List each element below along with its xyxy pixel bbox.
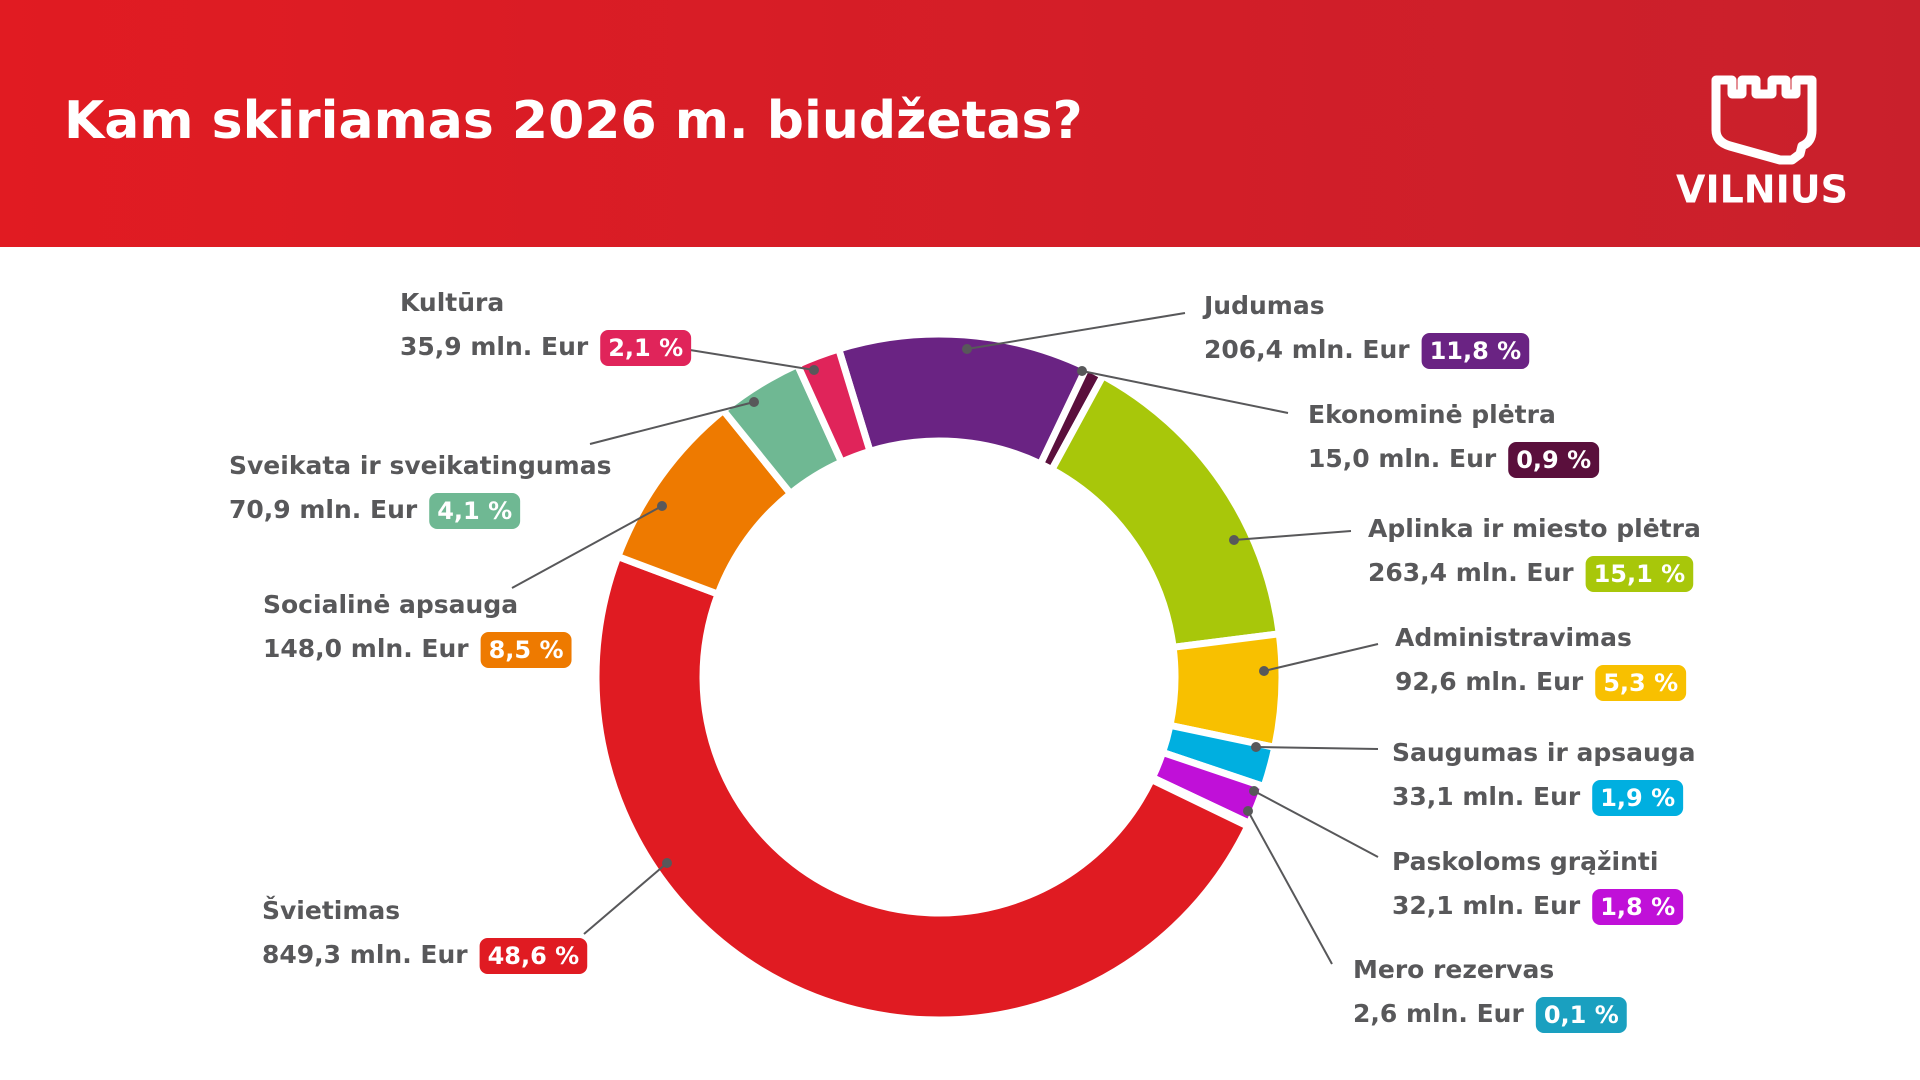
category-label: Administravimas	[1395, 623, 1632, 652]
logo-text: VILNIUS	[1676, 168, 1848, 212]
percent-badge	[1535, 997, 1627, 1033]
leader-line	[1081, 370, 1289, 414]
percent-label: 0,9 %	[1516, 446, 1591, 474]
donut-slice	[793, 345, 874, 466]
percent-badge	[1421, 333, 1530, 369]
header-band	[0, 0, 1920, 247]
amount-label: 263,4 mln. Eur	[1368, 558, 1574, 587]
leader-dot	[1229, 535, 1239, 545]
percent-label: 5,3 %	[1603, 669, 1678, 697]
percent-label: 1,9 %	[1600, 784, 1675, 812]
percent-badge	[1592, 780, 1684, 816]
percent-badge	[600, 330, 692, 366]
amount-label: 15,0 mln. Eur	[1308, 444, 1497, 473]
leader-dot	[1251, 742, 1261, 752]
percent-badge	[1592, 889, 1684, 925]
donut-chart: Judumas 206,4 mln. Eur 11,8 % Ekonominė plė…	[229, 288, 1701, 1033]
amount-label: 35,9 mln. Eur	[400, 332, 589, 361]
title: Kam skiriamas 2026 m. biudžetas?	[64, 91, 1083, 151]
category-label: Judumas	[1202, 291, 1325, 320]
amount-label: 148,0 mln. Eur	[263, 634, 469, 663]
leader-line	[583, 862, 668, 935]
percent-badge	[1508, 442, 1600, 478]
leader-line	[1247, 810, 1333, 965]
category-label: Saugumas ir apsauga	[1392, 738, 1696, 767]
amount-label: 92,6 mln. Eur	[1395, 667, 1584, 696]
percent-label: 4,1 %	[437, 497, 512, 525]
category-label: Kultūra	[400, 288, 504, 317]
category-label: Mero rezervas	[1353, 955, 1554, 984]
amount-label: 33,1 mln. Eur	[1392, 782, 1581, 811]
category-label: Paskoloms grąžinti	[1392, 847, 1658, 876]
leader-dot	[662, 858, 672, 868]
leader-dot	[749, 397, 759, 407]
percent-badge	[480, 632, 572, 668]
percent-badge	[1585, 556, 1694, 592]
leader-line	[511, 505, 663, 589]
leader-line	[1263, 643, 1379, 672]
percent-label: 48,6 %	[488, 942, 580, 970]
percent-badge	[1595, 665, 1687, 701]
percent-label: 8,5 %	[489, 636, 564, 664]
leader-dot	[1259, 666, 1269, 676]
leader-line	[1233, 530, 1352, 541]
category-label: Socialinė apsauga	[263, 590, 518, 619]
leader-dot	[1249, 786, 1259, 796]
leader-line	[1253, 790, 1379, 858]
leader-line	[966, 312, 1186, 350]
leader-dot	[809, 365, 819, 375]
percent-label: 2,1 %	[608, 334, 683, 362]
leader-dot	[1243, 806, 1253, 816]
amount-label: 32,1 mln. Eur	[1392, 891, 1581, 920]
leader-line	[589, 401, 755, 445]
category-label: Sveikata ir sveikatingumas	[229, 451, 611, 480]
category-label: Ekonominė plėtra	[1308, 400, 1556, 429]
donut-slice	[1048, 372, 1283, 651]
percent-badge	[429, 493, 521, 529]
category-label: Aplinka ir miesto plėtra	[1368, 514, 1701, 543]
percent-label: 11,8 %	[1430, 337, 1522, 365]
leader-line	[689, 349, 815, 371]
amount-label: 849,3 mln. Eur	[262, 940, 468, 969]
amount-label: 2,6 mln. Eur	[1353, 999, 1524, 1028]
percent-label: 0,1 %	[1544, 1001, 1619, 1029]
percent-badge	[479, 938, 588, 974]
amount-label: 70,9 mln. Eur	[229, 495, 418, 524]
donut-slice	[592, 553, 1252, 1024]
logo-shield	[1711, 75, 1817, 165]
category-label: Švietimas	[262, 895, 400, 925]
percent-label: 1,8 %	[1600, 893, 1675, 921]
leader-dot	[657, 501, 667, 511]
leader-dot	[1077, 366, 1087, 376]
percent-label: 15,1 %	[1594, 560, 1686, 588]
leader-dot	[962, 344, 972, 354]
amount-label: 206,4 mln. Eur	[1204, 335, 1410, 364]
leader-line	[1255, 746, 1379, 750]
